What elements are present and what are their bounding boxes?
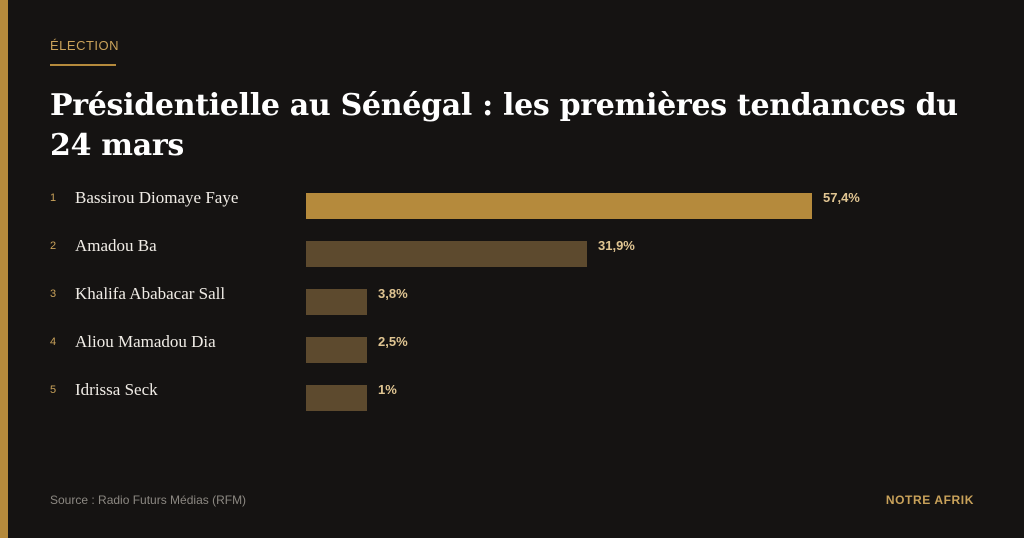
candidate-name: Khalifa Ababacar Sall (75, 284, 226, 303)
rank-number: 2 (50, 240, 57, 252)
rank-number: 3 (50, 288, 57, 300)
bar (306, 241, 587, 267)
bar-row: 4 Aliou Mamadou Dia 2,5% (0, 332, 1024, 366)
kicker-underline (50, 64, 116, 66)
bar-row: 2 Amadou Ba 31,9% (0, 236, 1024, 270)
rank-number: 1 (50, 192, 57, 204)
bar-row: 1 Bassirou Diomaye Faye 57,4% (0, 188, 1024, 222)
candidate-name: Aliou Mamadou Dia (75, 332, 216, 351)
value-label: 31,9% (598, 238, 635, 253)
bar (306, 289, 367, 315)
left-accent-bar (0, 0, 8, 538)
bar-row: 5 Idrissa Seck 1% (0, 380, 1024, 414)
section-kicker: ÉLECTION (50, 38, 120, 53)
bar-row: 3 Khalifa Ababacar Sall 3,8% (0, 284, 1024, 318)
value-label: 2,5% (378, 334, 408, 349)
candidate-name: Bassirou Diomaye Faye (75, 188, 239, 207)
bar (306, 385, 367, 411)
value-label: 1% (378, 382, 397, 397)
chart-title: Présidentielle au Sénégal : les première… (50, 88, 958, 163)
candidate-name: Amadou Ba (75, 236, 157, 255)
value-label: 3,8% (378, 286, 408, 301)
bar (306, 337, 367, 363)
brand-logo-text: NOTRE AFRIK (885, 493, 974, 507)
candidate-name: Idrissa Seck (75, 380, 158, 399)
source-note: Source : Radio Futurs Médias (RFM) (50, 493, 247, 507)
bar (306, 193, 812, 219)
rank-number: 5 (50, 384, 57, 396)
value-label: 57,4% (823, 190, 860, 205)
rank-number: 4 (50, 336, 57, 348)
